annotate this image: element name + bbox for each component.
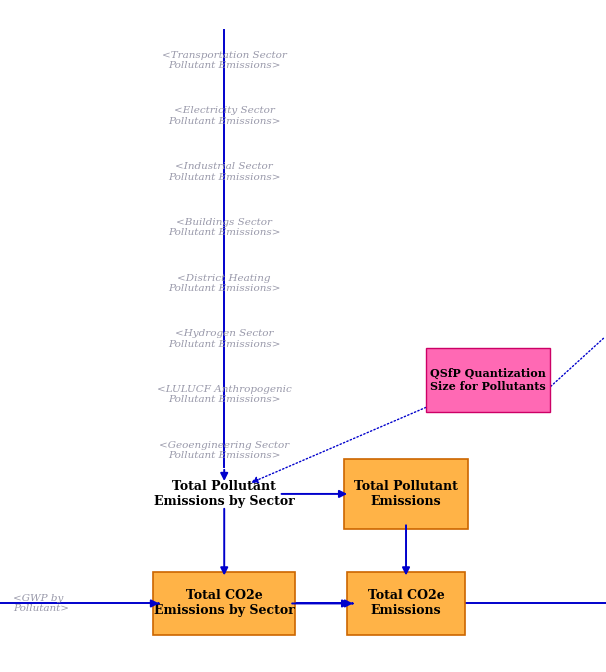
FancyBboxPatch shape <box>347 571 465 636</box>
Text: <Buildings Sector
Pollutant Emissions>: <Buildings Sector Pollutant Emissions> <box>168 218 281 237</box>
Text: <Electricity Sector
Pollutant Emissions>: <Electricity Sector Pollutant Emissions> <box>168 106 281 126</box>
Text: <Geoengineering Sector
Pollutant Emissions>: <Geoengineering Sector Pollutant Emissio… <box>159 441 289 460</box>
Text: Total CO2e
Emissions by Sector: Total CO2e Emissions by Sector <box>154 589 295 618</box>
Text: <District Heating
Pollutant Emissions>: <District Heating Pollutant Emissions> <box>168 274 281 293</box>
Text: <Industrial Sector
Pollutant Emissions>: <Industrial Sector Pollutant Emissions> <box>168 162 281 181</box>
Text: Total Pollutant
Emissions by Sector: Total Pollutant Emissions by Sector <box>154 480 295 508</box>
Text: <Transportation Sector
Pollutant Emissions>: <Transportation Sector Pollutant Emissio… <box>162 51 287 70</box>
Text: Total Pollutant
Emissions: Total Pollutant Emissions <box>354 480 458 508</box>
Text: <LULUCF Anthropogenic
Pollutant Emissions>: <LULUCF Anthropogenic Pollutant Emission… <box>157 385 291 405</box>
Text: Total CO2e
Emissions: Total CO2e Emissions <box>368 589 444 618</box>
Text: <Hydrogen Sector
Pollutant Emissions>: <Hydrogen Sector Pollutant Emissions> <box>168 329 281 349</box>
Text: QSfP Quantization
Size for Pollutants: QSfP Quantization Size for Pollutants <box>430 368 546 392</box>
FancyBboxPatch shape <box>344 458 468 530</box>
FancyBboxPatch shape <box>153 571 296 636</box>
Text: <GWP by
Pollutant>: <GWP by Pollutant> <box>13 594 69 613</box>
FancyBboxPatch shape <box>425 348 550 411</box>
